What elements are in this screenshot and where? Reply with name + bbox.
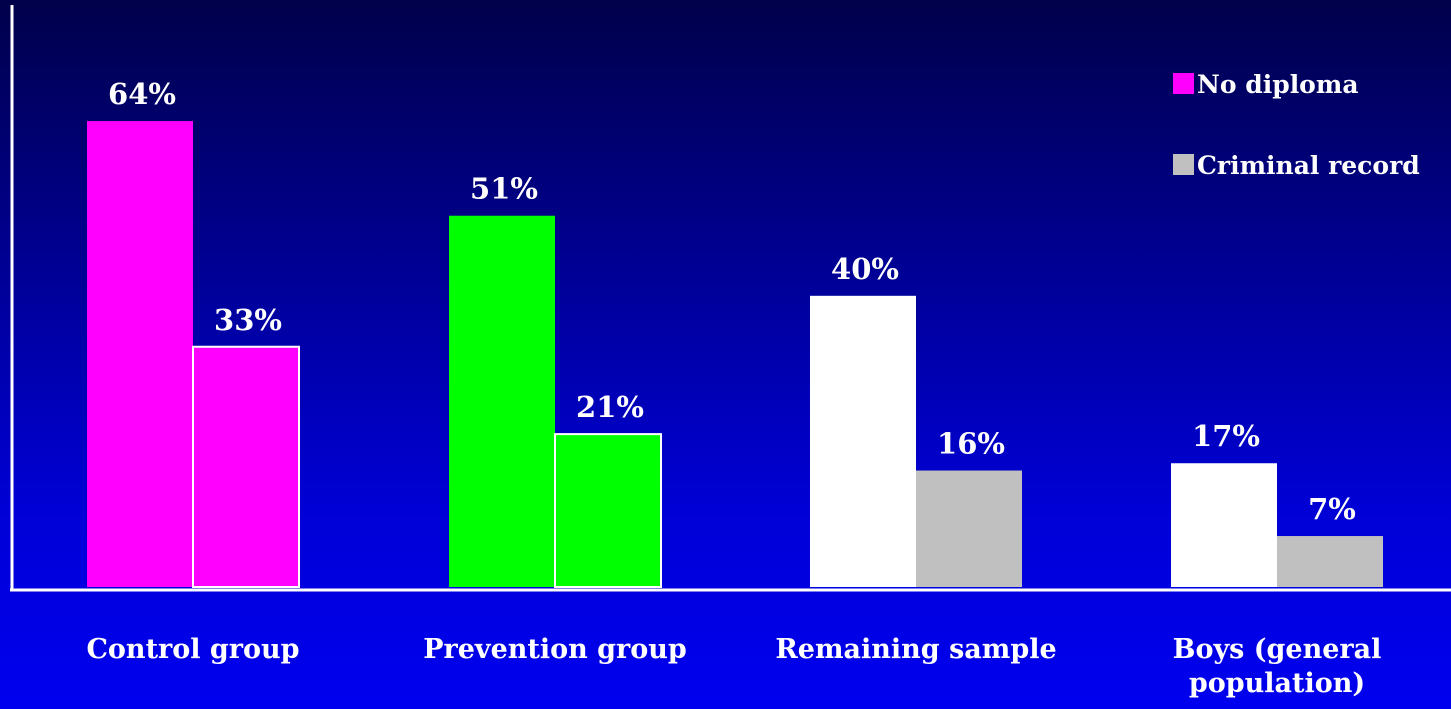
- data-label-criminal-record-0: 33%: [214, 303, 282, 337]
- data-label-criminal-record-3: 7%: [1308, 492, 1356, 526]
- legend-swatch-no-diploma: [1173, 73, 1194, 94]
- data-label-no-diploma-2: 40%: [831, 252, 899, 286]
- bar-criminal-record-1: [554, 433, 662, 588]
- bar-criminal-record-2: [916, 470, 1022, 587]
- category-label-1: Prevention group: [423, 634, 687, 665]
- data-label-criminal-record-2: 16%: [937, 427, 1005, 461]
- category-label-2: Remaining sample: [775, 634, 1056, 665]
- bar-no-diploma-3: [1171, 463, 1277, 587]
- bar-no-diploma-0: [87, 121, 193, 587]
- legend-swatch-criminal-record: [1173, 154, 1194, 175]
- bar-criminal-record-0: [192, 345, 300, 589]
- legend-label-no-diploma: No diploma: [1197, 70, 1359, 99]
- category-label-0: Control group: [86, 634, 299, 665]
- bar-no-diploma-1: [449, 215, 555, 587]
- legend-label-criminal-record: Criminal record: [1197, 151, 1420, 180]
- category-label-3-line-1: population): [1189, 668, 1365, 699]
- data-label-no-diploma-1: 51%: [470, 172, 538, 206]
- bar-criminal-record-3: [1277, 536, 1383, 587]
- data-label-no-diploma-3: 17%: [1192, 419, 1260, 453]
- data-label-criminal-record-1: 21%: [576, 390, 644, 424]
- category-label-3-line-0: Boys (general: [1173, 634, 1382, 665]
- data-label-no-diploma-0: 64%: [108, 77, 176, 111]
- bar-no-diploma-2: [810, 295, 916, 587]
